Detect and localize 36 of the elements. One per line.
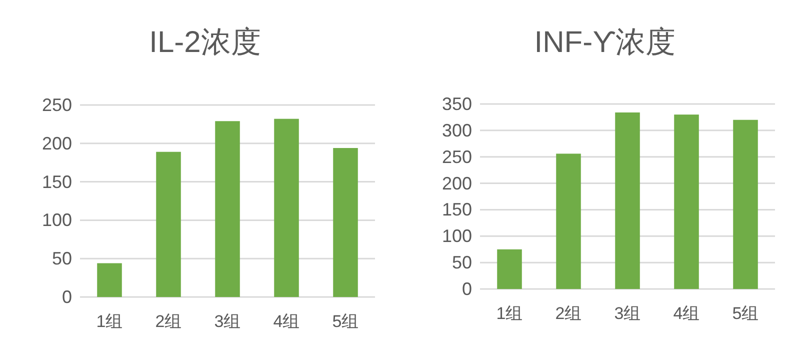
x-tick-label: 3组 bbox=[214, 312, 241, 331]
y-tick-label: 50 bbox=[452, 252, 472, 273]
bar bbox=[497, 249, 522, 289]
y-tick-label: 300 bbox=[442, 120, 472, 140]
y-tick-label: 250 bbox=[442, 146, 472, 167]
y-tick-label: 200 bbox=[42, 133, 72, 154]
y-tick-label: 100 bbox=[442, 226, 472, 246]
y-tick-label: 150 bbox=[442, 200, 472, 220]
y-tick-label: 350 bbox=[442, 94, 472, 114]
x-tick-label: 2组 bbox=[555, 304, 582, 323]
y-tick-label: 200 bbox=[442, 173, 472, 194]
bar bbox=[156, 152, 181, 297]
x-tick-label: 4组 bbox=[273, 312, 300, 331]
y-tick-label: 100 bbox=[42, 210, 72, 230]
bar bbox=[556, 154, 581, 289]
y-tick-label: 50 bbox=[52, 248, 72, 269]
x-tick-label: 3组 bbox=[614, 304, 641, 323]
bar bbox=[274, 118, 299, 297]
bar bbox=[97, 263, 122, 297]
chart-title: INF-ϒ浓度 bbox=[534, 26, 676, 59]
x-tick-label: 5组 bbox=[732, 304, 759, 323]
bar bbox=[333, 148, 358, 297]
x-tick-label: 5组 bbox=[332, 312, 359, 331]
bar bbox=[674, 114, 699, 289]
y-tick-label: 0 bbox=[62, 287, 72, 307]
x-tick-label: 2组 bbox=[155, 312, 182, 331]
x-tick-label: 4组 bbox=[673, 304, 700, 323]
x-tick-label: 1组 bbox=[96, 312, 123, 331]
y-tick-label: 250 bbox=[42, 95, 72, 115]
bar bbox=[733, 120, 758, 289]
bar bbox=[615, 112, 640, 289]
x-tick-label: 1组 bbox=[496, 304, 523, 323]
y-tick-label: 150 bbox=[42, 172, 72, 192]
chart-title: IL-2浓度 bbox=[149, 26, 261, 59]
bar bbox=[215, 121, 240, 297]
y-tick-label: 0 bbox=[462, 279, 472, 299]
